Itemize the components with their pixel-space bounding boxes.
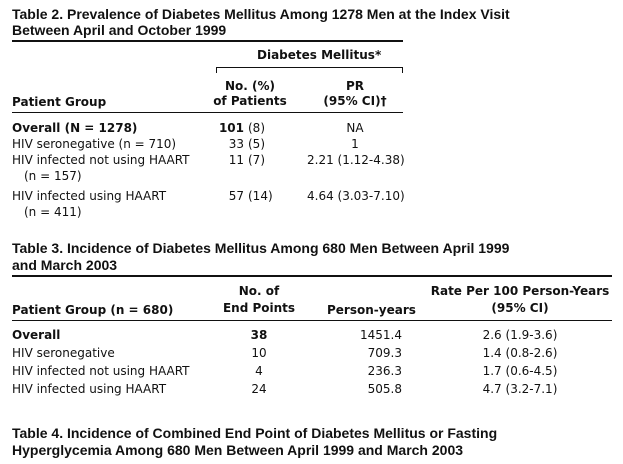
table2-col-pr-line2: (95% CI)† — [323, 94, 387, 108]
table3-row-rate: 1.7 (0.6-4.5) — [482, 364, 558, 378]
table2-row-pr: 2.21 (1.12-4.38) — [307, 153, 405, 167]
table2-col-no-line1: No. (%) — [224, 79, 275, 93]
table2-row-pr: 1 — [351, 137, 359, 151]
table3-row-end: 38 — [250, 328, 268, 342]
table2-caption-line2: Between April and October 1999 — [12, 22, 227, 38]
table2-caption-line1: Table 2. Prevalence of Diabetes Mellitus… — [12, 6, 510, 22]
table2-col-group: Patient Group — [12, 95, 107, 109]
table3-row-rate: 4.7 (3.2-7.1) — [482, 382, 558, 396]
table3-caption-line1: Table 3. Incidence of Diabetes Mellitus … — [12, 240, 510, 256]
table3-col-end-line2: End Points — [222, 301, 296, 315]
table2-row-group: Overall (N = 1278) — [12, 121, 138, 135]
table2-row-pct: (7) — [248, 153, 265, 167]
table3-row-py: 1451.4 — [360, 328, 402, 342]
table4-caption-line2: Hyperglycemia Among 680 Men Between Apri… — [12, 442, 464, 458]
table3-col-end-line1: No. of — [238, 284, 280, 298]
table2-row-pr: NA — [346, 121, 364, 135]
table3-col-rate-line2: (95% CI) — [491, 301, 549, 315]
table2-row-group-line2: (n = 411) — [24, 205, 82, 219]
table2-row-no: 11 — [228, 153, 244, 167]
table2-row-group-line2: (n = 157) — [24, 169, 82, 183]
table2-spanner-rule — [216, 67, 403, 68]
table3-row-group: Overall — [12, 328, 61, 342]
table3-caption-line2: and March 2003 — [12, 257, 118, 273]
table3-row-end: 10 — [251, 346, 267, 360]
table3-col-group: Patient Group (n = 680) — [12, 303, 174, 317]
table2-spanner: Diabetes Mellitus* — [257, 48, 382, 62]
table2-row-no: 33 — [228, 137, 244, 151]
table2-spanner-tick-right — [402, 67, 403, 73]
table3-col-person-years: Person-years — [327, 303, 416, 317]
table2-row-group: HIV seronegative (n = 710) — [12, 137, 177, 151]
table3-row-end: 4 — [255, 364, 263, 378]
table3-col-rate-line1: Rate Per 100 Person-Years — [430, 284, 610, 298]
table3-row-group: HIV infected using HAART — [12, 382, 167, 396]
table2-row-pct: (14) — [248, 189, 273, 203]
table3-row-py: 709.3 — [367, 346, 402, 360]
table3-row-rate: 2.6 (1.9-3.6) — [482, 328, 558, 342]
table3-row-group: HIV infected not using HAART — [12, 364, 190, 378]
table3-row-end: 24 — [251, 382, 267, 396]
table2-row-pct: (8) — [248, 121, 265, 135]
table2-spanner-tick-left — [216, 67, 217, 73]
table2-col-pr-line1: PR — [345, 79, 365, 93]
table2-row-group: HIV infected not using HAART — [12, 153, 190, 167]
table2-row-pct: (5) — [248, 137, 265, 151]
table4-caption-line1: Table 4. Incidence of Combined End Point… — [12, 425, 498, 441]
table3-row-py: 236.3 — [367, 364, 402, 378]
table2-row-no: 101 — [218, 121, 244, 135]
table3-row-group: HIV seronegative — [12, 346, 115, 360]
table2-row-pr: 4.64 (3.03-7.10) — [307, 189, 405, 203]
table3-top-rule — [12, 275, 612, 277]
table3-row-rate: 1.4 (0.8-2.6) — [482, 346, 558, 360]
table2-header-rule — [12, 112, 403, 113]
table2-row-no: 57 — [228, 189, 244, 203]
table3-row-py: 505.8 — [367, 382, 402, 396]
table3-header-rule — [12, 320, 612, 321]
table2-row-group: HIV infected using HAART — [12, 189, 167, 203]
table2-col-no-line2: of Patients — [213, 94, 287, 108]
table2-top-rule — [12, 40, 403, 42]
